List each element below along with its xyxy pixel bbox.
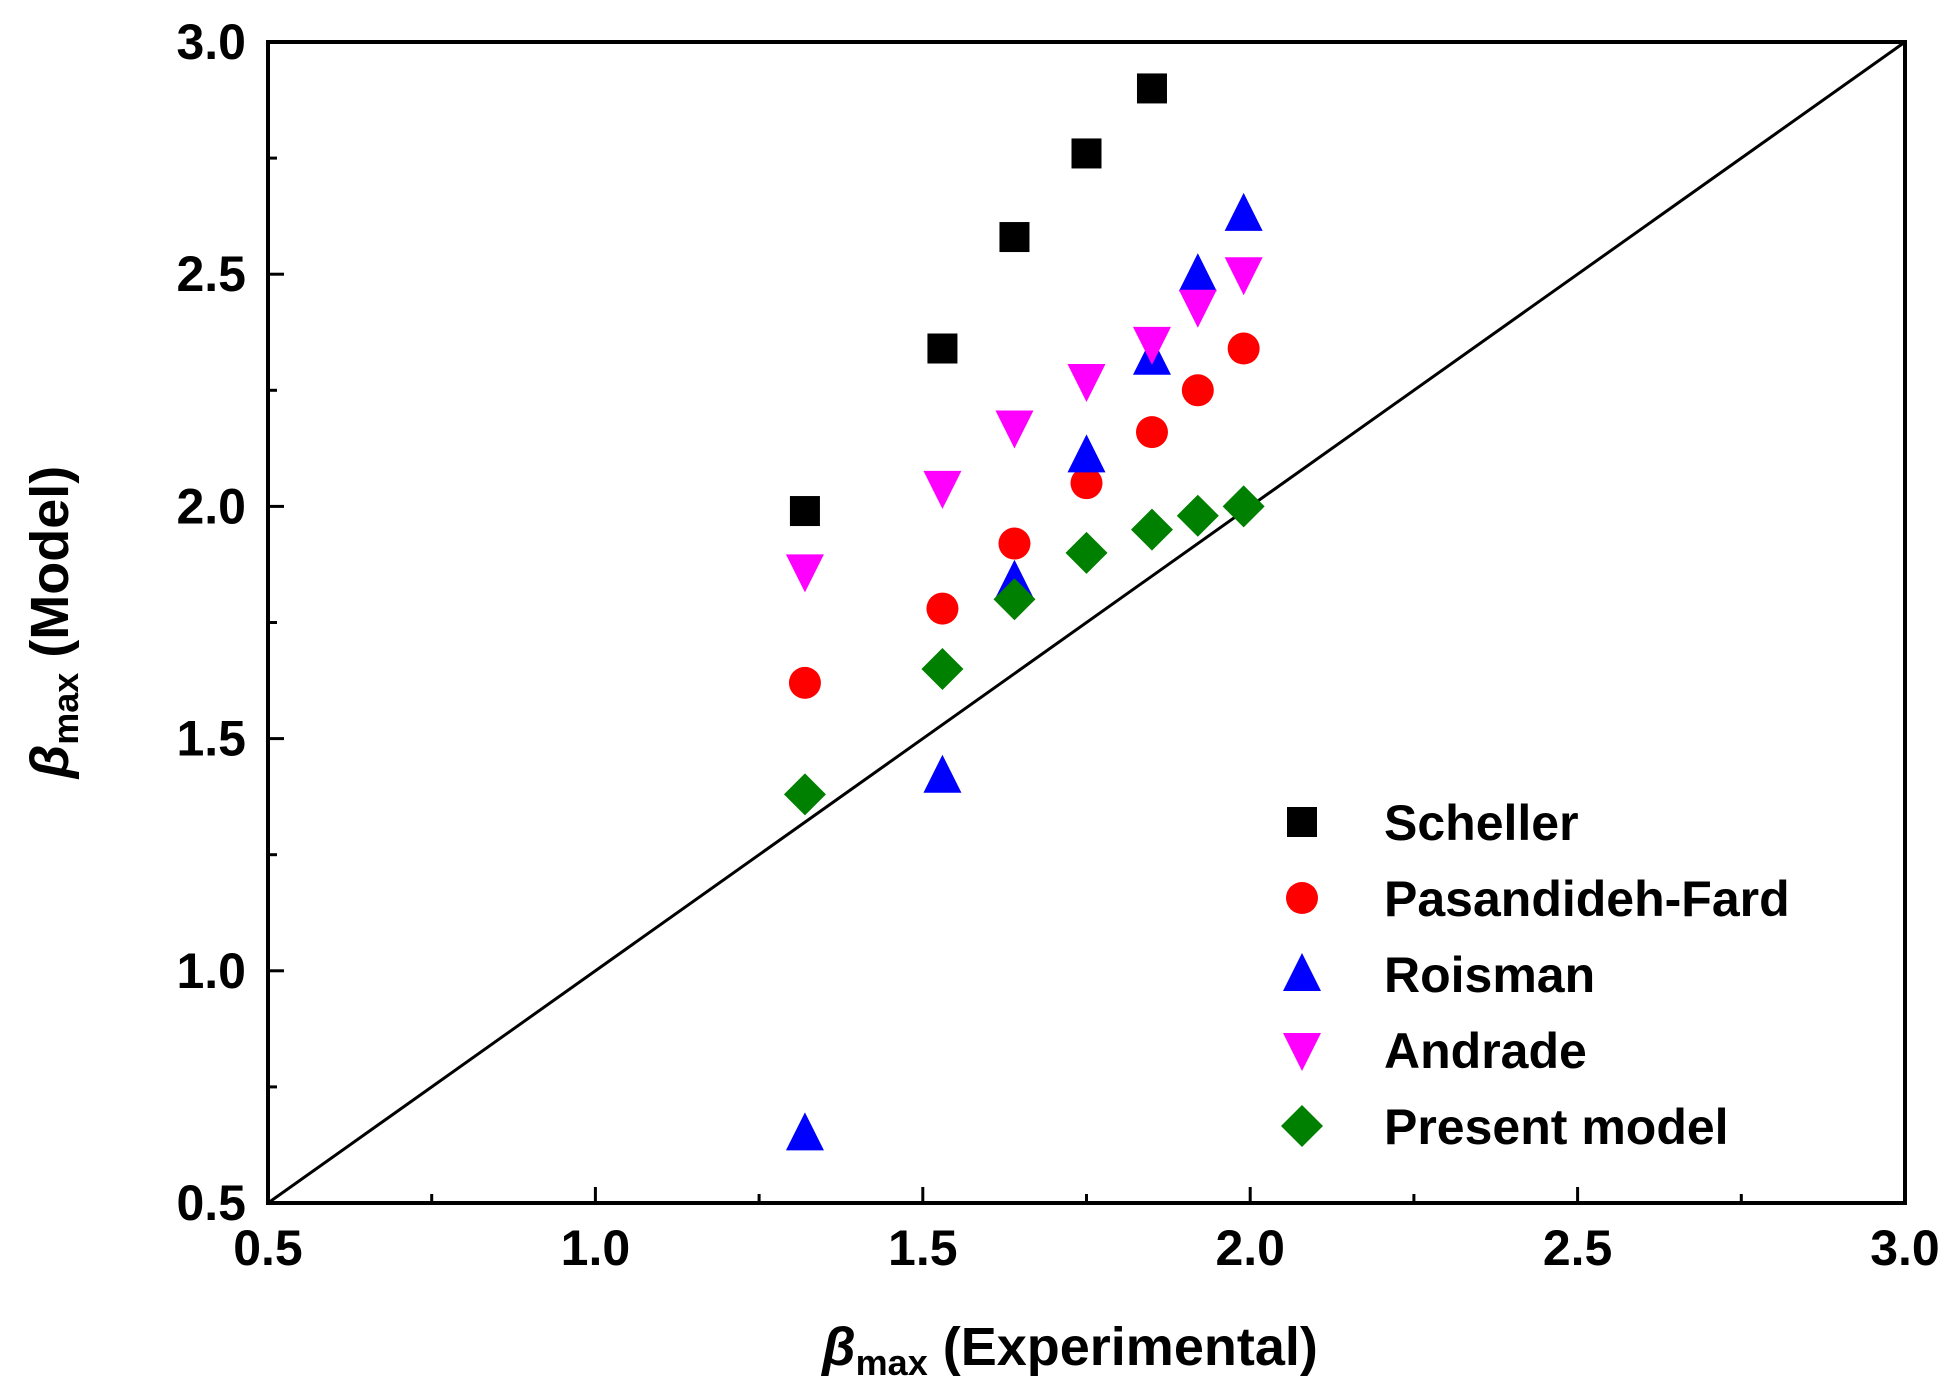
x-axis-title-subscript: max (856, 1342, 928, 1383)
data-point (1176, 494, 1219, 537)
legend-marker (1281, 1105, 1323, 1147)
legend-marker (1283, 1033, 1321, 1071)
legend-item: Scheller (1287, 795, 1579, 851)
x-tick-label: 1.0 (561, 1220, 631, 1276)
data-point (1181, 374, 1214, 407)
data-point (1067, 434, 1106, 473)
y-axis-title-symbol: β (20, 745, 80, 781)
series-pasandideh-fard (788, 332, 1260, 699)
y-axis-title: βmax (Model) (20, 466, 86, 781)
series-present-model (783, 485, 1265, 816)
x-tick-label: 2.0 (1215, 1220, 1285, 1276)
data-point (1227, 332, 1260, 365)
data-point (993, 578, 1036, 621)
data-point (1178, 253, 1217, 292)
data-point (783, 773, 826, 816)
legend-label: Pasandideh-Fard (1384, 871, 1790, 927)
data-point (1222, 485, 1265, 528)
legend: Scheller Pasandideh-Fard Roisman Andrade Pre… (1281, 795, 1790, 1155)
data-point (785, 554, 824, 593)
y-tick-label: 2.5 (176, 246, 246, 302)
legend-item: Andrade (1283, 1023, 1587, 1079)
data-point (923, 754, 962, 793)
y-tick-label: 1.0 (176, 943, 246, 999)
series-roisman (785, 192, 1263, 1151)
data-point (1071, 138, 1102, 169)
legend-item: Roisman (1283, 947, 1595, 1003)
legend-label: Scheller (1384, 795, 1579, 851)
data-point (995, 410, 1034, 449)
data-point (1130, 508, 1173, 551)
data-point (926, 592, 959, 625)
x-tick-label: 3.0 (1870, 1220, 1940, 1276)
x-tick-label: 2.5 (1543, 1220, 1613, 1276)
reference-line-layer (267, 40, 1906, 1205)
y-tick-label: 1.5 (176, 711, 246, 767)
series-scheller (789, 0, 1213, 527)
legend-label: Present model (1384, 1099, 1729, 1155)
x-axis-title: βmax (Experimental) (820, 1317, 1318, 1383)
series-andrade (785, 257, 1263, 593)
legend-marker (1283, 953, 1321, 991)
x-axis-title-text: (Experimental) (928, 1317, 1318, 1377)
data-point (1132, 326, 1171, 365)
data-point (1135, 416, 1168, 449)
data-marks (783, 0, 1265, 1151)
data-point (1136, 73, 1167, 104)
y-tick-label: 0.5 (176, 1175, 246, 1231)
data-point (1183, 0, 1213, 29)
data-point (785, 1112, 824, 1151)
legend-item: Present model (1281, 1099, 1729, 1155)
x-axis-title-symbol: β (820, 1317, 856, 1377)
data-point (1224, 257, 1263, 296)
data-point (1178, 289, 1217, 328)
data-point (927, 333, 958, 364)
x-tick-label: 0.5 (233, 1220, 303, 1276)
data-point (788, 666, 821, 699)
data-point (999, 222, 1030, 253)
data-point (923, 470, 962, 509)
data-point (1224, 192, 1263, 231)
data-point (1067, 364, 1106, 403)
legend-label: Andrade (1384, 1023, 1587, 1079)
y-tick-label: 2.0 (176, 478, 246, 534)
y-tick-label: 3.0 (176, 14, 246, 70)
data-point (789, 496, 820, 527)
y-axis-title-text: (Model) (20, 466, 80, 673)
legend-marker (1287, 807, 1317, 837)
legend-item: Pasandideh-Fard (1286, 871, 1790, 927)
x-tick-label: 1.5 (888, 1220, 958, 1276)
data-point (1070, 467, 1103, 500)
data-point (921, 647, 964, 690)
y-axis-title-subscript: max (45, 673, 86, 745)
data-point (998, 527, 1031, 560)
legend-label: Roisman (1384, 947, 1595, 1003)
data-point (1065, 531, 1108, 574)
axes: 0.5 1.0 1.5 2.0 2.5 3.0 0.5 1.0 1.5 2.0 2.5 3.0 (176, 14, 1939, 1276)
legend-marker (1286, 882, 1318, 914)
reference-line-y-equals-x (267, 40, 1906, 1205)
